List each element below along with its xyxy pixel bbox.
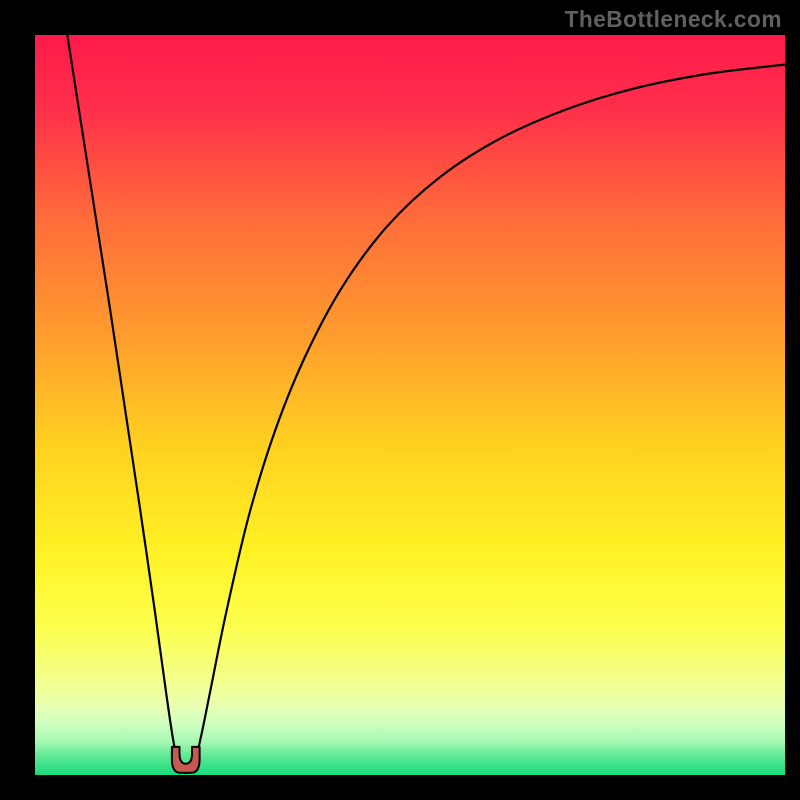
frame-left xyxy=(0,0,35,800)
plot-area xyxy=(35,35,785,775)
frame-bottom xyxy=(0,775,800,800)
bottleneck-curve xyxy=(35,35,785,775)
frame-right xyxy=(785,0,800,800)
watermark-text: TheBottleneck.com xyxy=(565,6,782,33)
